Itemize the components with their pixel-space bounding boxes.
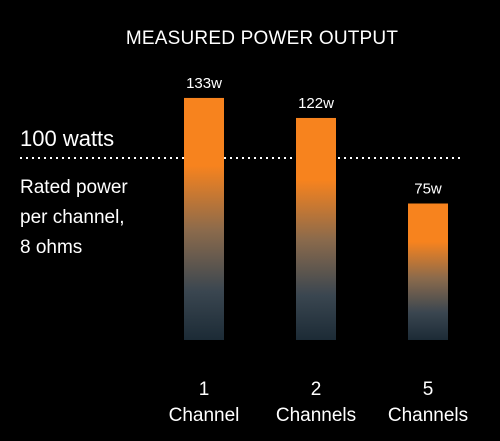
bar-3 [408,203,448,340]
bar-value-label-3: 75w [414,181,442,198]
category-label-1-line-2: Channel [169,405,240,426]
rated-power-note-line-2: per channel, [20,207,125,228]
rated-power-note-line-3: 8 ohms [20,237,82,258]
category-label-2-line-2: Channels [276,405,356,426]
category-label-3-line-1: 5 [423,379,434,400]
bar-value-label-2: 122w [298,95,334,112]
bar-1 [184,97,224,340]
bars-group: 133w 1 Channel 122w 2 Channels 75w 5 Channels [169,75,469,426]
rated-power-note-line-1: Rated power [20,177,128,198]
category-label-2-line-1: 2 [311,379,322,400]
category-label-1-line-1: 1 [199,379,210,400]
category-label-3-line-2: Channels [388,405,468,426]
rated-power-label: 100 watts [20,126,114,151]
chart-title: MEASURED POWER OUTPUT [126,28,399,49]
bar-2 [296,117,336,341]
bar-value-label-1: 133w [186,75,222,92]
